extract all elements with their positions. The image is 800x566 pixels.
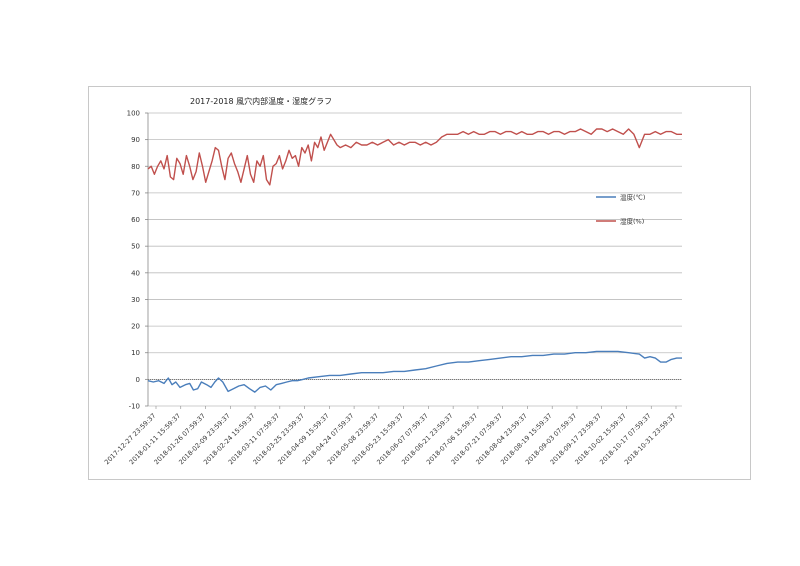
y-tick-label: 40	[131, 269, 140, 277]
y-tick-label: 100	[127, 110, 140, 118]
y-tick-label: 60	[131, 216, 140, 224]
y-tick-label: 20	[131, 323, 140, 331]
y-tick-label: 10	[131, 349, 140, 357]
y-tick-label: 30	[131, 296, 140, 304]
legend-label-humidity: 湿度(%)	[620, 217, 644, 226]
legend-label-temperature: 温度(℃)	[620, 193, 645, 202]
y-tick-label: 0	[136, 376, 140, 384]
y-tick-label: 80	[131, 163, 140, 171]
chart-frame	[88, 86, 751, 480]
y-tick-label: 70	[131, 189, 140, 197]
y-tick-label: 50	[131, 243, 140, 251]
x-tick-label: 2018-10-31 23:59:37	[623, 412, 677, 466]
series-line-temperature	[147, 350, 682, 393]
y-tick-label: -10	[129, 403, 140, 411]
y-tick-label: 90	[131, 136, 140, 144]
series-line-humidity	[147, 128, 682, 186]
chart-title: 2017-2018 風穴内部温度・湿度グラフ	[190, 97, 333, 106]
